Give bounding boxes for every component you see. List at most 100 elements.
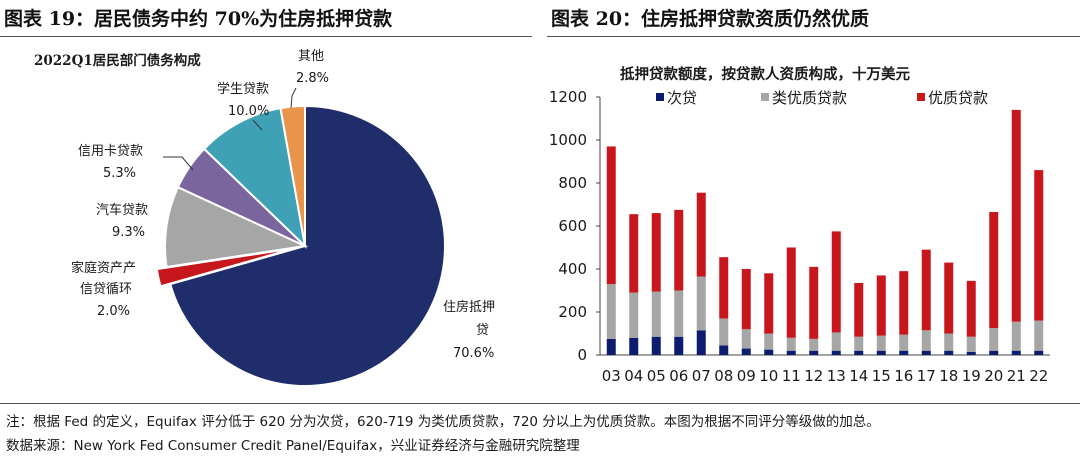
- pie-slice-value: 9.3%: [112, 225, 145, 240]
- y-tick-label: 600: [558, 217, 587, 235]
- bar-segment-prime: [764, 273, 774, 334]
- bar-segment-near-prime: [966, 336, 976, 352]
- bar-segment-subprime: [944, 350, 954, 355]
- x-tick-label: 18: [939, 367, 958, 385]
- bar-segment-subprime: [809, 350, 819, 355]
- x-tick-label: 10: [759, 367, 778, 385]
- pie-slice-label: 信贷循环: [80, 282, 132, 297]
- bar-segment-near-prime: [831, 332, 841, 351]
- pie-slice: [155, 247, 296, 288]
- y-tick-label: 0: [577, 346, 587, 364]
- bar-segment-subprime: [921, 350, 931, 355]
- x-tick-label: 17: [917, 367, 936, 385]
- x-tick-label: 07: [692, 367, 711, 385]
- bar-segment-prime: [921, 249, 931, 331]
- bar-segment-near-prime: [876, 335, 886, 351]
- bar-segment-near-prime: [764, 333, 774, 350]
- legend-label: 类优质贷款: [772, 89, 847, 107]
- pie-slice-label: 信用卡贷款: [78, 144, 143, 159]
- footnote-definition: 注：根据 Fed 的定义，Equifax 评分低于 620 分为次贷，620-7…: [6, 414, 880, 430]
- bar-segment-prime: [606, 146, 616, 285]
- x-tick-label: 15: [872, 367, 891, 385]
- bar-segment-near-prime: [674, 290, 684, 337]
- x-tick-label: 04: [624, 367, 643, 385]
- y-tick-label: 1000: [549, 131, 587, 149]
- x-tick-label: 21: [1007, 367, 1026, 385]
- bar-segment-near-prime: [1034, 320, 1044, 351]
- bar-segment-subprime: [854, 350, 864, 355]
- bar-segment-subprime: [831, 350, 841, 355]
- bar-segment-subprime: [764, 349, 774, 355]
- bar-segment-subprime: [741, 348, 751, 355]
- bar-segment-near-prime: [899, 334, 909, 351]
- pie-leader-line: [290, 87, 297, 109]
- bar-segment-near-prime: [629, 292, 639, 338]
- pie-slice-label: 住房抵押: [443, 299, 495, 315]
- pie-slice-value: 2.0%: [97, 304, 130, 319]
- footnote-source: 数据来源：New York Fed Consumer Credit Panel/…: [6, 438, 580, 454]
- bar-segment-prime: [809, 266, 819, 339]
- x-tick-label: 09: [737, 367, 756, 385]
- y-tick-label: 200: [558, 303, 587, 321]
- bar-segment-near-prime: [719, 318, 729, 346]
- bar-segment-near-prime: [741, 329, 751, 349]
- bar-segment-prime: [989, 212, 999, 329]
- bar-segment-subprime: [899, 350, 909, 355]
- bar-segment-near-prime: [944, 333, 954, 351]
- bar-segment-near-prime: [606, 284, 616, 339]
- pie-leader-line: [163, 156, 194, 171]
- figure-20-title: 图表 20：住房抵押贷款资质仍然优质: [551, 8, 870, 30]
- pie-slice-value: 5.3%: [103, 166, 136, 181]
- legend-swatch: [656, 93, 664, 101]
- pie-leader-line: [252, 119, 263, 131]
- bar-chart-title: 抵押贷款额度，按贷款人资质构成，十万美元: [620, 65, 910, 83]
- x-tick-label: 06: [669, 367, 688, 385]
- x-tick-label: 19: [962, 367, 981, 385]
- bar-segment-prime: [876, 275, 886, 336]
- x-tick-label: 16: [894, 367, 913, 385]
- bar-segment-subprime: [966, 351, 976, 355]
- bar-segment-subprime: [876, 350, 886, 355]
- pie-slice: [169, 104, 446, 387]
- legend-swatch: [917, 93, 925, 101]
- bar-segment-prime: [719, 257, 729, 319]
- pie-slice: [202, 107, 307, 249]
- x-tick-label: 11: [782, 367, 801, 385]
- pie-slice: [164, 185, 309, 269]
- pie-slice-value: 2.8%: [296, 71, 329, 86]
- bar-segment-subprime: [989, 350, 999, 355]
- bar-segment-prime: [966, 280, 976, 337]
- bar-segment-near-prime: [786, 337, 796, 351]
- y-tick-label: 1200: [549, 88, 587, 106]
- bar-segment-subprime: [1034, 350, 1044, 355]
- bar-segment-near-prime: [989, 328, 999, 351]
- bar-segment-prime: [629, 214, 639, 293]
- bar-segment-prime: [696, 192, 706, 277]
- bar-segment-near-prime: [651, 291, 661, 337]
- pie-slice-value: 70.6%: [453, 346, 494, 361]
- bar-segment-prime: [786, 247, 796, 338]
- bar-segment-prime: [831, 231, 841, 333]
- bar-segment-prime: [651, 213, 661, 292]
- y-tick-label: 800: [558, 174, 587, 192]
- bar-segment-prime: [944, 262, 954, 334]
- bar-segment-prime: [741, 269, 751, 330]
- pie-slice-label: 汽车贷款: [96, 202, 148, 218]
- title-divider-left: [0, 36, 532, 37]
- pie-slice-label: 学生贷款: [217, 81, 269, 97]
- x-tick-label: 14: [849, 367, 868, 385]
- pie-slice-label: 家庭资产产: [71, 260, 136, 276]
- pie-slice-label: 贷: [476, 323, 489, 338]
- bar-segment-prime: [1034, 170, 1044, 321]
- y-tick-label: 400: [558, 260, 587, 278]
- bar-segment-near-prime: [696, 276, 706, 331]
- bar-segment-subprime: [629, 337, 639, 355]
- bar-segment-subprime: [696, 330, 706, 355]
- bar-segment-subprime: [606, 338, 616, 355]
- bar-segment-near-prime: [854, 336, 864, 351]
- x-tick-label: 20: [984, 367, 1003, 385]
- pie-slice-value: 10.0%: [228, 104, 269, 119]
- title-divider-right: [547, 36, 1080, 37]
- x-tick-label: 03: [602, 367, 621, 385]
